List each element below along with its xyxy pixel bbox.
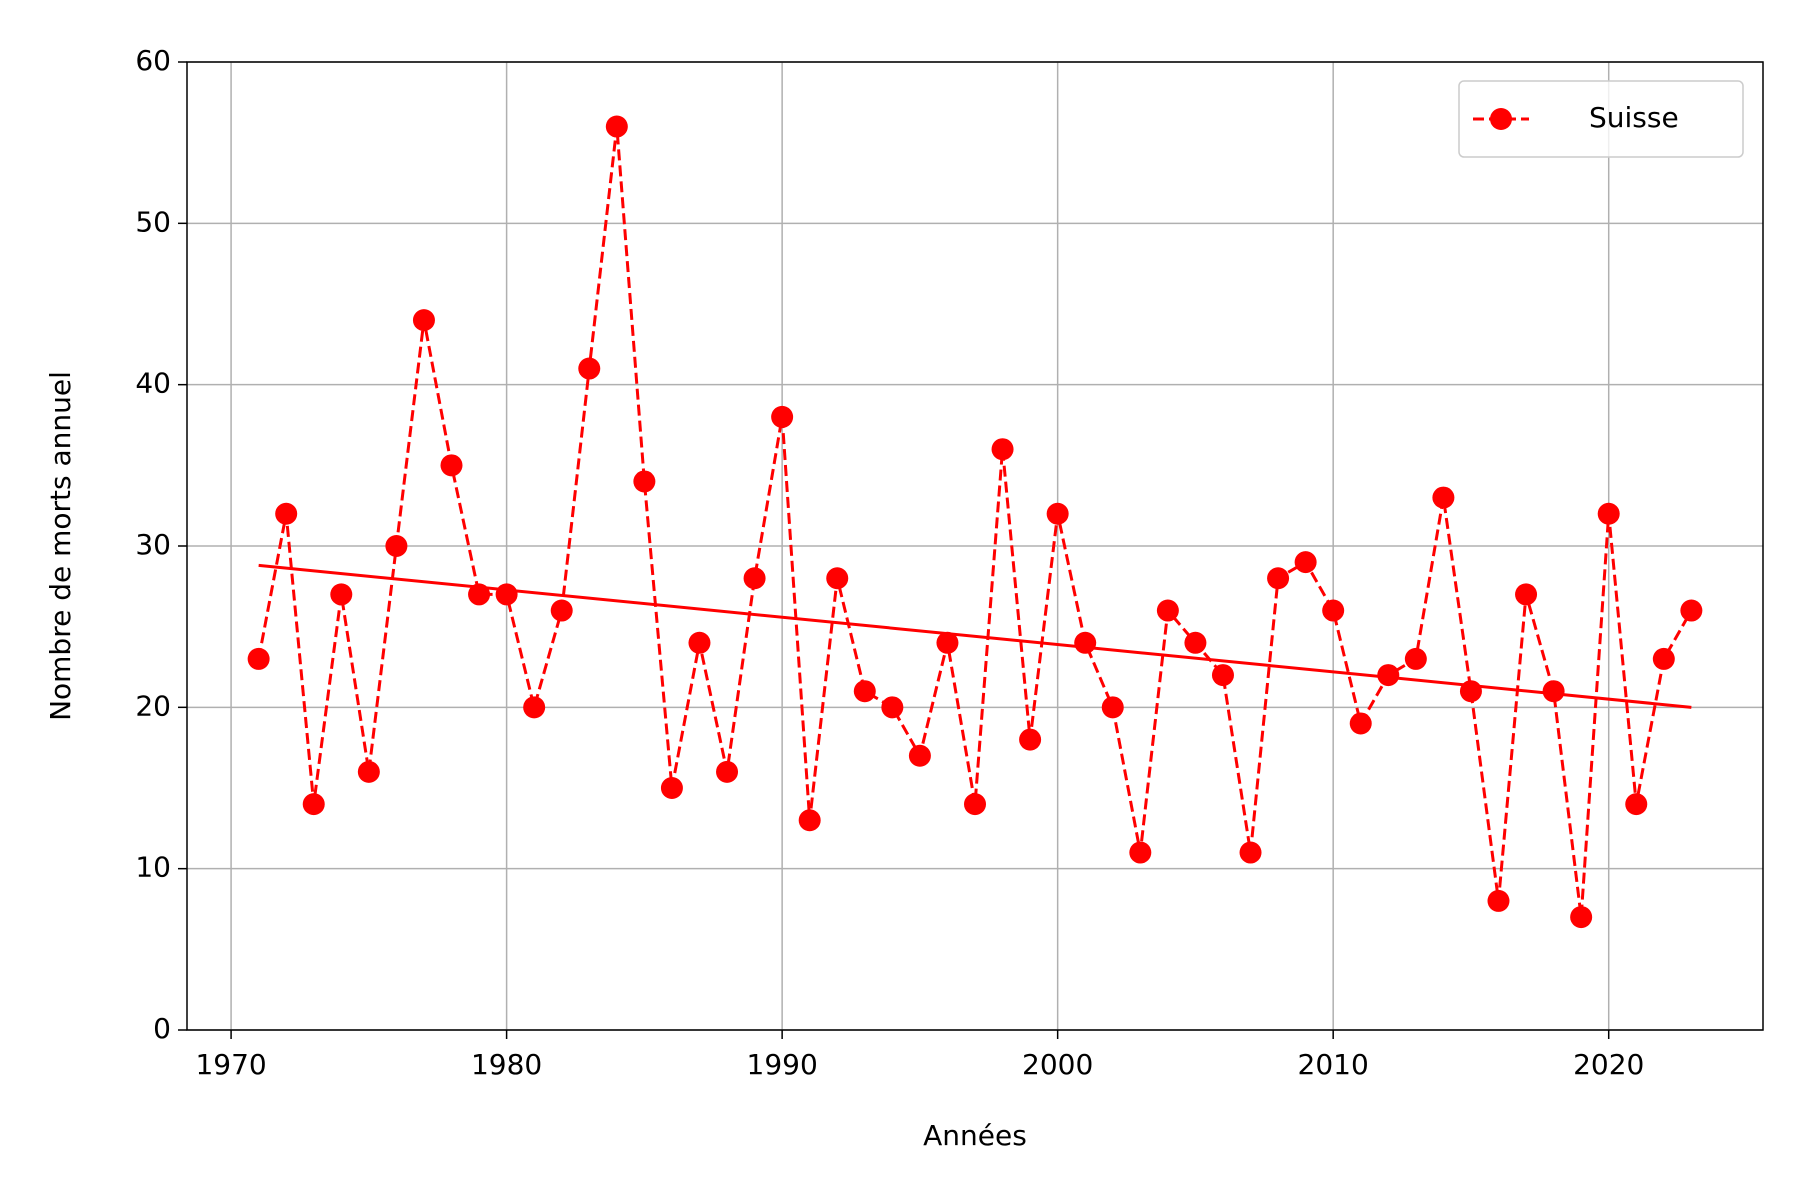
data-point <box>1459 680 1482 703</box>
data-point <box>1156 599 1179 622</box>
y-tick-label: 40 <box>135 367 171 400</box>
y-tick-label: 30 <box>135 528 171 561</box>
data-point <box>578 357 601 380</box>
data-point <box>826 567 849 590</box>
x-axis-label: Années <box>923 1119 1027 1152</box>
data-point <box>936 631 959 654</box>
legend-marker <box>1490 108 1512 130</box>
data-point <box>771 405 794 428</box>
data-point <box>688 631 711 654</box>
data-point <box>1542 680 1565 703</box>
data-point <box>1267 567 1290 590</box>
legend-label: Suisse <box>1589 101 1679 134</box>
data-point <box>1377 664 1400 687</box>
data-point <box>716 760 739 783</box>
data-point <box>1046 502 1069 525</box>
data-point <box>1184 631 1207 654</box>
data-point <box>991 438 1014 461</box>
data-point <box>1239 841 1262 864</box>
data-point <box>1404 647 1427 670</box>
data-point <box>908 744 931 767</box>
data-point <box>605 115 628 138</box>
data-point <box>385 535 408 557</box>
legend-box <box>1458 80 1744 158</box>
data-point <box>964 793 986 816</box>
x-tick-label: 2010 <box>1298 1048 1369 1081</box>
data-point <box>1515 583 1538 606</box>
data-point <box>468 583 491 606</box>
data-point <box>357 760 380 783</box>
data-point <box>330 583 353 606</box>
data-point <box>1597 502 1620 525</box>
data-point <box>1294 551 1317 574</box>
data-point <box>550 599 573 622</box>
y-tick-label: 50 <box>135 205 171 238</box>
data-point <box>1101 696 1124 719</box>
data-point <box>1349 712 1372 735</box>
data-point <box>660 777 683 799</box>
x-tick-label: 2020 <box>1573 1048 1644 1081</box>
y-tick-label: 10 <box>135 851 171 884</box>
data-point <box>881 696 904 719</box>
data-point <box>1625 793 1648 816</box>
data-point <box>1432 486 1455 509</box>
data-point <box>1074 631 1097 654</box>
x-tick-label: 2000 <box>1022 1048 1093 1081</box>
y-axis-label: Nombre de morts annuel <box>44 371 77 721</box>
data-point <box>633 470 656 493</box>
data-point <box>247 647 270 670</box>
data-point <box>1487 889 1510 912</box>
data-point <box>798 809 821 832</box>
data-point <box>302 793 325 816</box>
data-point <box>412 309 435 332</box>
y-tick-label: 0 <box>153 1012 171 1045</box>
data-point <box>1211 664 1234 687</box>
data-point <box>523 696 546 719</box>
data-point <box>1570 906 1593 929</box>
data-point <box>853 680 876 703</box>
x-tick-label: 1970 <box>195 1048 266 1081</box>
x-tick-label: 1990 <box>747 1048 818 1081</box>
y-tick-label: 20 <box>135 689 171 722</box>
data-point <box>495 583 518 606</box>
plot-frame <box>186 61 1764 1031</box>
data-point <box>275 502 298 525</box>
data-point <box>1652 647 1675 670</box>
data-point <box>1019 728 1042 751</box>
data-point <box>1322 599 1345 622</box>
data-point <box>1680 599 1703 622</box>
data-point <box>440 454 463 477</box>
x-tick-label: 1980 <box>471 1048 542 1081</box>
data-point <box>1129 841 1152 864</box>
data-point <box>743 567 766 590</box>
y-tick-label: 60 <box>135 44 171 77</box>
